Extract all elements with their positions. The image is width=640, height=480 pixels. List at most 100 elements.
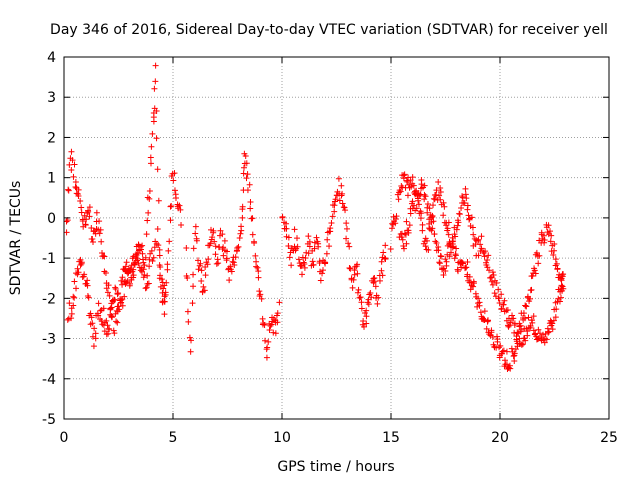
data-point: [184, 308, 191, 315]
data-point: [507, 319, 514, 326]
data-point: [530, 327, 537, 334]
data-point: [462, 191, 469, 198]
data-point: [145, 280, 152, 287]
data-point: [102, 270, 109, 277]
data-point: [234, 244, 241, 251]
data-point: [343, 235, 350, 242]
data-point: [93, 209, 100, 216]
data-point: [257, 291, 264, 298]
data-point: [542, 330, 549, 337]
data-point: [510, 315, 517, 322]
data-point: [378, 267, 385, 274]
data-point: [530, 313, 537, 320]
data-point: [215, 260, 222, 267]
data-point: [409, 198, 416, 205]
data-point: [154, 225, 161, 232]
data-point: [532, 270, 539, 277]
data-point: [107, 305, 114, 312]
data-point: [144, 217, 151, 224]
data-point: [301, 260, 308, 267]
data-point: [511, 350, 518, 357]
data-point: [511, 358, 518, 365]
data-series: [63, 62, 567, 373]
data-point: [211, 238, 218, 245]
data-point: [490, 271, 497, 278]
data-point: [393, 213, 400, 220]
data-point: [75, 192, 82, 199]
data-point: [405, 229, 412, 236]
data-point: [195, 266, 202, 273]
data-point: [475, 236, 482, 243]
data-point: [305, 250, 312, 257]
data-point: [177, 206, 184, 213]
data-point: [541, 239, 548, 246]
data-point: [558, 282, 565, 289]
data-point: [438, 253, 445, 260]
data-point: [274, 319, 281, 326]
data-point: [68, 305, 75, 312]
data-point: [396, 187, 403, 194]
data-point: [77, 261, 84, 268]
data-point: [560, 271, 567, 278]
data-point: [244, 171, 251, 178]
data-point: [112, 285, 119, 292]
data-point: [150, 254, 157, 261]
data-point: [347, 265, 354, 272]
data-point: [445, 219, 452, 226]
data-point: [148, 143, 155, 150]
data-point: [436, 192, 443, 199]
data-point: [429, 225, 436, 232]
data-point: [71, 161, 78, 168]
x-tick-label: 20: [491, 430, 509, 446]
data-point: [286, 254, 293, 261]
data-point: [460, 260, 467, 267]
data-point: [285, 243, 292, 250]
data-point: [430, 218, 437, 225]
data-point: [380, 249, 387, 256]
data-point: [135, 260, 142, 267]
data-point: [478, 233, 485, 240]
data-point: [64, 316, 71, 323]
data-point: [230, 259, 237, 266]
data-point: [188, 337, 195, 344]
data-point: [399, 236, 406, 243]
data-point: [349, 284, 356, 291]
data-point: [111, 330, 118, 337]
data-point: [96, 230, 103, 237]
data-point: [249, 215, 256, 222]
data-point: [147, 160, 154, 167]
data-point: [153, 108, 160, 115]
data-point: [491, 290, 498, 297]
data-point: [70, 293, 77, 300]
data-point: [477, 309, 484, 316]
data-point: [83, 216, 90, 223]
data-point: [496, 344, 503, 351]
data-point: [346, 243, 353, 250]
data-point: [276, 299, 283, 306]
data-point: [493, 344, 500, 351]
data-point: [87, 310, 94, 317]
data-point: [294, 235, 300, 242]
data-point: [95, 312, 102, 319]
data-point: [167, 203, 174, 210]
data-point: [189, 300, 196, 307]
data-point: [295, 256, 302, 263]
data-point: [547, 228, 554, 235]
data-point: [535, 326, 542, 333]
data-point: [519, 341, 526, 348]
data-point: [403, 218, 410, 225]
data-point: [442, 267, 449, 274]
data-point: [161, 311, 168, 318]
data-point: [305, 233, 312, 240]
y-axis-label: SDTVAR / TECUs: [8, 181, 24, 296]
y-tick-label: 1: [47, 171, 56, 187]
data-point: [422, 235, 429, 242]
data-point: [226, 277, 233, 284]
data-point: [241, 164, 248, 171]
data-point: [103, 317, 110, 324]
data-point: [551, 241, 558, 248]
data-point: [107, 311, 114, 318]
data-point: [227, 263, 234, 270]
data-point: [494, 336, 501, 343]
x-tick-label: 25: [600, 430, 618, 446]
